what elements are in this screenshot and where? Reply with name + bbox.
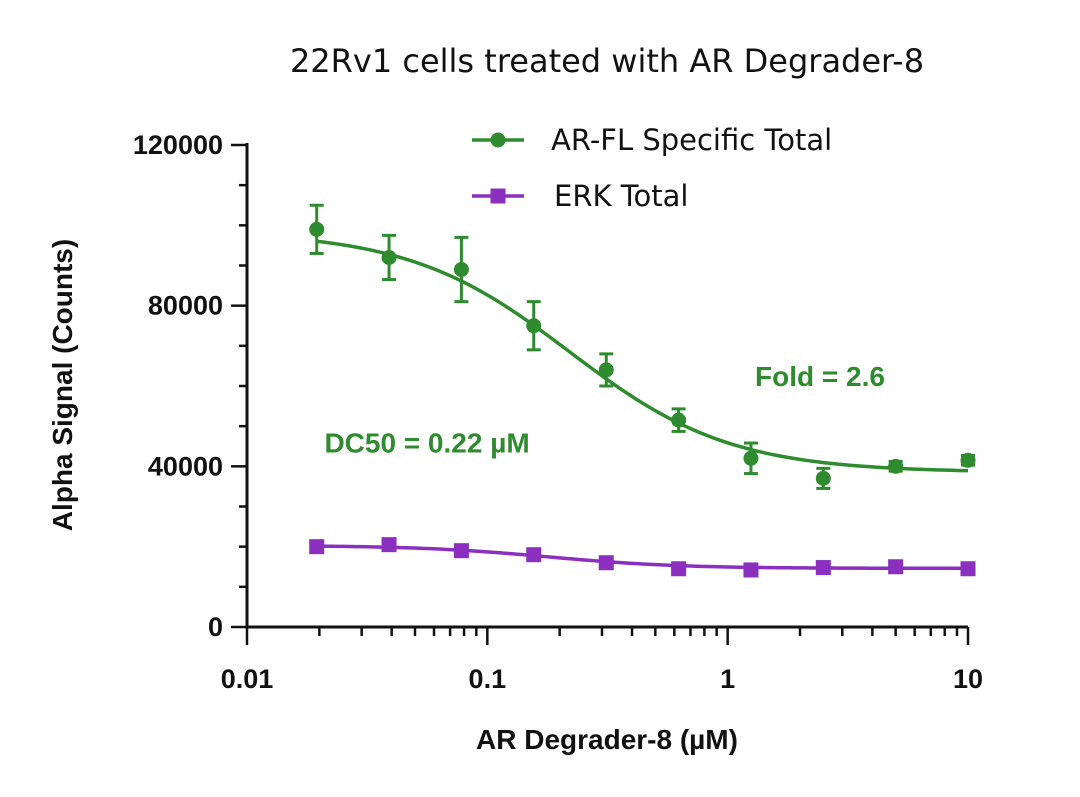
data-point <box>815 560 831 576</box>
legend-marker <box>490 188 506 204</box>
annotations: Fold = 2.6 DC50 = 0.22 µM <box>324 361 885 458</box>
data-point <box>309 539 325 555</box>
data-point <box>598 555 614 571</box>
legend-marker <box>490 132 506 148</box>
annotation-text: DC50 = 0.22 µM <box>324 427 529 458</box>
data-point <box>960 561 976 577</box>
data-point <box>381 537 397 553</box>
x-axis-title: AR Degrader-8 (µM) <box>476 724 738 755</box>
legend: AR-FL Specific Total ERK Total <box>472 123 832 213</box>
chart-title: 22Rv1 cells treated with AR Degrader-8 <box>290 42 924 80</box>
y-tick-label: 40000 <box>148 451 223 481</box>
x-tick-label: 0.01 <box>221 664 274 694</box>
legend-label: AR-FL Specific Total <box>551 123 832 157</box>
x-tick-label: 0.1 <box>469 664 507 694</box>
data-point <box>381 249 397 265</box>
y-axis-title: Alpha Signal (Counts) <box>47 239 78 531</box>
data-point <box>453 262 469 278</box>
fit-curve <box>316 239 969 473</box>
data-point <box>888 559 904 575</box>
legend-label: ERK Total <box>554 179 688 213</box>
data-point <box>598 362 614 378</box>
y-tick-label: 0 <box>208 612 223 642</box>
fit-curves <box>316 239 969 571</box>
annotation-text: Fold = 2.6 <box>755 361 885 392</box>
data-point <box>743 450 759 466</box>
data-point <box>815 470 831 486</box>
data-point <box>888 458 904 474</box>
y-tick-label: 80000 <box>148 291 223 321</box>
data-point <box>671 561 687 577</box>
data-point <box>526 547 542 563</box>
y-axis-title-group: Alpha Signal (Counts) <box>47 239 78 531</box>
axis-ticks: 0 40000 80000 120000 0.01 0.1 1 10 <box>133 130 983 694</box>
x-tick-label: 1 <box>720 664 735 694</box>
data-points <box>309 203 976 578</box>
x-tick-label: 10 <box>953 664 983 694</box>
data-point <box>309 221 325 237</box>
data-point <box>671 412 687 428</box>
fit-curve <box>316 544 968 571</box>
data-point <box>743 562 759 578</box>
data-point <box>960 452 976 468</box>
data-point <box>526 318 542 334</box>
data-point <box>453 543 469 559</box>
y-tick-label: 120000 <box>133 130 223 160</box>
